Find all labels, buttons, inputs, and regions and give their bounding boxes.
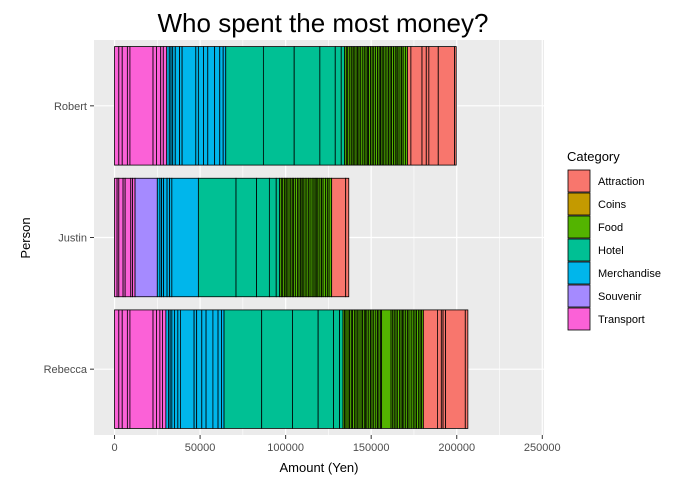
bar-segment: [261, 309, 293, 429]
bar-segment: [118, 309, 123, 429]
bar-segment: [171, 177, 199, 298]
bar-segment: [129, 46, 154, 166]
chart-title: Who spent the most money?: [158, 8, 489, 38]
bar-segment: [156, 309, 161, 429]
x-tick-label: 0: [111, 442, 117, 454]
bar-segment: [445, 309, 466, 429]
x-tick-label: 100000: [267, 442, 304, 454]
y-axis-ticks: Robert Justin Rebecca: [44, 101, 94, 376]
bar-segment: [219, 46, 224, 166]
bar-segment: [225, 46, 264, 166]
bar-segment: [118, 177, 124, 298]
bar-segment: [421, 46, 427, 166]
bar-segment: [345, 177, 350, 298]
legend-label: Attraction: [598, 176, 644, 188]
bar-segment: [129, 309, 154, 429]
bar-segment: [437, 309, 442, 429]
bar-segment: [163, 177, 168, 298]
bar-segment: [174, 309, 179, 429]
bar-segment: [212, 309, 219, 429]
y-tick-label: Rebecca: [44, 364, 88, 376]
legend: Category Attraction Coins Food Hotel Merchan…: [567, 149, 661, 331]
legend-swatch: [567, 238, 591, 262]
bar-segment: [114, 309, 120, 429]
bar-segment: [217, 309, 222, 429]
bar-segment: [268, 177, 277, 298]
bar-segment: [331, 177, 347, 298]
x-tick-label: 250000: [524, 442, 561, 454]
bar-segment: [114, 46, 120, 166]
legend-swatch: [567, 215, 591, 239]
stacked-bars: [114, 46, 469, 429]
bar-segment: [152, 309, 157, 429]
legend-swatch: [567, 169, 591, 193]
x-axis-title: Amount (Yen): [279, 460, 358, 475]
y-tick-label: Robert: [54, 101, 87, 113]
bar-segment: [262, 46, 295, 166]
bar-segment: [275, 177, 281, 298]
x-tick-label: 50000: [185, 442, 216, 454]
bar-segment: [292, 309, 319, 429]
y-tick-label: Justin: [58, 233, 87, 245]
legend-title: Category: [567, 149, 620, 164]
bar-segment: [334, 46, 342, 166]
bar-segment: [118, 46, 123, 166]
bar-segment: [422, 309, 438, 429]
legend-label: Transport: [598, 314, 645, 326]
bar-segment: [124, 177, 132, 298]
bar-segment: [333, 309, 340, 429]
bar-segment: [214, 46, 221, 166]
legend-label: Hotel: [598, 245, 624, 257]
bar-segment: [340, 46, 346, 166]
x-tick-label: 200000: [438, 442, 475, 454]
legend-label: Souvenir: [598, 291, 642, 303]
legend-label: Merchandise: [598, 268, 661, 280]
bar-segment: [437, 46, 455, 166]
bar-segment: [162, 46, 168, 166]
bar-segment: [152, 46, 157, 166]
x-axis-ticks: 0 50000 100000 150000 200000 250000: [111, 435, 561, 454]
legend-entries: Attraction Coins Food Hotel Merchandise Souve…: [567, 169, 661, 331]
bar-segment: [235, 177, 257, 298]
legend-label: Coins: [598, 199, 627, 211]
bar-segment: [156, 46, 162, 166]
legend-label: Food: [598, 222, 623, 234]
bar-segment: [428, 46, 439, 166]
bar-segment: [454, 46, 457, 166]
bar-segment: [196, 309, 203, 429]
bar-segment: [174, 46, 180, 166]
bar-segment: [407, 46, 412, 166]
bar-segment: [223, 309, 263, 429]
bar-segment: [317, 309, 334, 429]
bar-segment: [256, 177, 270, 298]
legend-swatch: [567, 307, 591, 331]
bar-segment: [410, 46, 423, 166]
legend-swatch: [567, 261, 591, 285]
bar-segment: [134, 177, 158, 298]
bar-segment: [464, 309, 469, 429]
y-axis-title: Person: [18, 217, 33, 258]
bar-segment: [293, 46, 321, 166]
bar-segment: [203, 46, 209, 166]
legend-swatch: [567, 284, 591, 308]
bar-segment: [181, 46, 197, 166]
bar-segment: [121, 46, 128, 166]
bar-segment: [121, 309, 128, 429]
bar-segment: [205, 309, 214, 429]
bar-segment: [180, 309, 195, 429]
bar-segment: [197, 177, 237, 298]
bar-segment: [162, 309, 167, 429]
bar-segment: [381, 309, 392, 429]
bar-segment: [201, 309, 207, 429]
x-tick-label: 150000: [353, 442, 390, 454]
bar-segment: [319, 46, 336, 166]
bar-segment: [207, 46, 216, 166]
legend-swatch: [567, 192, 591, 216]
bar-segment: [339, 309, 344, 429]
bar-segment: [197, 46, 204, 166]
